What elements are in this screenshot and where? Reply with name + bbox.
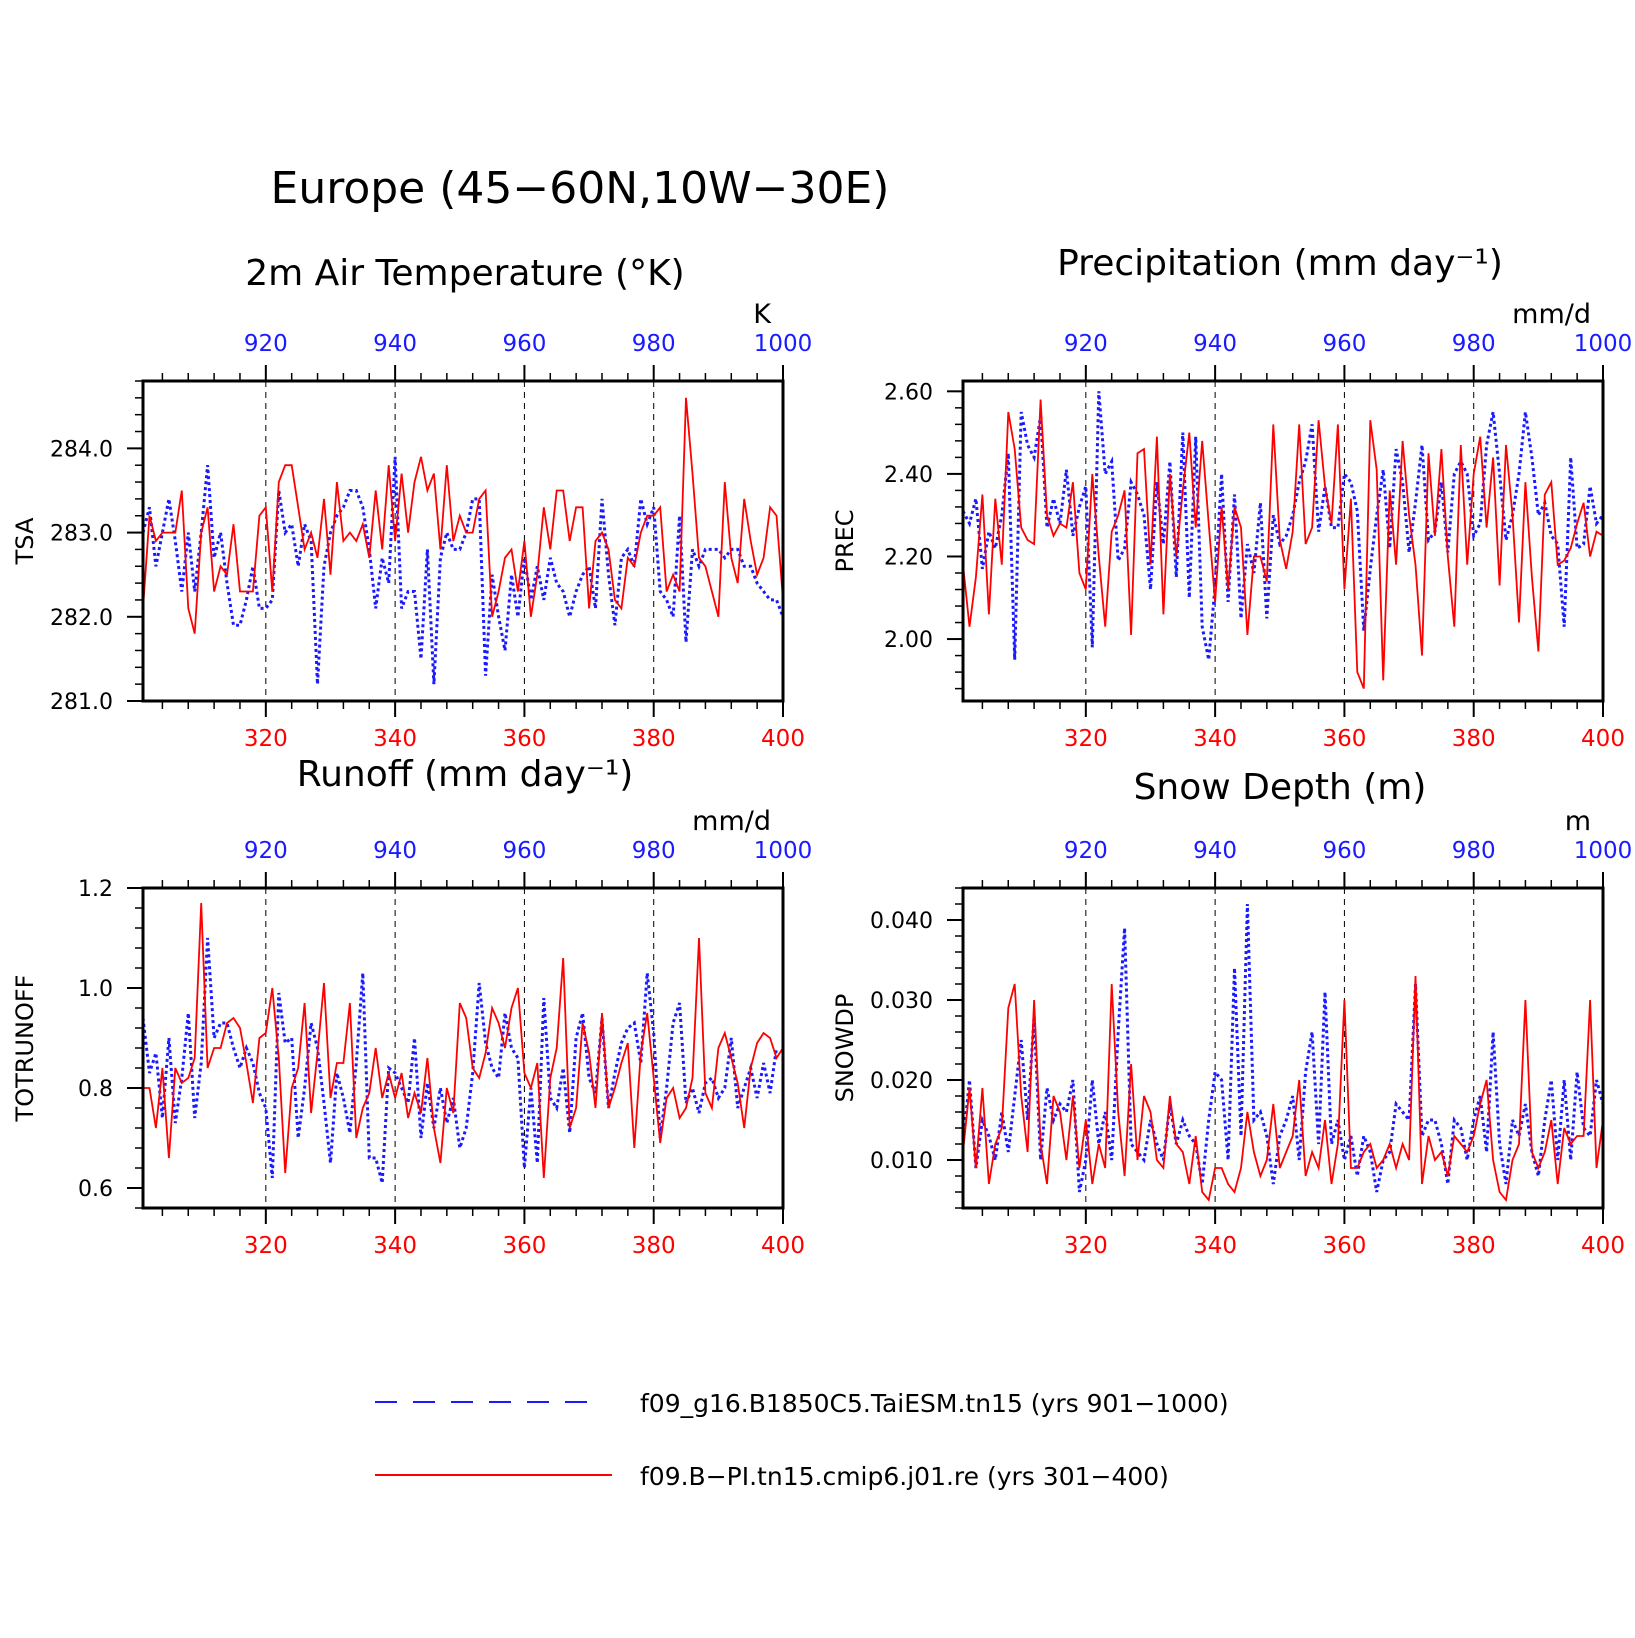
legend-label-series-a: f09_g16.B1850C5.TaiESM.tn15 (yrs 901−100… — [640, 1389, 1229, 1418]
series-line-cmip6 — [143, 902, 784, 1179]
panel-title: 2m Air Temperature (°K) — [245, 253, 684, 294]
units-label: mm/d — [1512, 299, 1591, 330]
y-tick-label: 281.0 — [50, 690, 113, 715]
y-tick-label: 0.020 — [870, 1069, 933, 1094]
y-axis-label: TOTRUNOFF — [11, 975, 39, 1123]
y-tick-label: 0.8 — [78, 1077, 113, 1102]
y-tick-label: 284.0 — [50, 437, 113, 462]
x-bottom-tick-label: 380 — [632, 726, 676, 752]
x-top-tick-label: 920 — [1064, 838, 1108, 864]
y-axis-label: PREC — [831, 509, 859, 572]
panel-title: Precipitation (mm day⁻¹) — [1057, 243, 1503, 284]
x-bottom-tick-label: 340 — [373, 726, 417, 752]
series-line-taiesm — [961, 391, 1605, 660]
x-bottom-tick-label: 360 — [502, 726, 546, 752]
panel-tsa: 2m Air Temperature (°K) 281.0 282.0 283.0 28… — [11, 253, 812, 752]
x-top-tick-label: 960 — [502, 838, 546, 864]
plot-frame — [961, 379, 1605, 703]
x-bottom-tick-label: 320 — [1064, 1233, 1108, 1259]
x-bottom-tick-label: 340 — [1193, 726, 1237, 752]
x-top-tick-label: 940 — [373, 331, 417, 357]
x-bottom-tick-label: 320 — [244, 726, 288, 752]
legend-label-series-b: f09.B−PI.tn15.cmip6.j01.re (yrs 301−400) — [640, 1462, 1169, 1491]
x-bottom-tick-label: 380 — [632, 1233, 676, 1259]
x-top-tick-label: 960 — [1322, 331, 1366, 357]
x-bottom-tick-label: 380 — [1452, 1233, 1496, 1259]
y-tick-label: 2.00 — [884, 628, 933, 653]
panels: 2m Air Temperature (°K) 281.0 282.0 283.0 28… — [11, 243, 1632, 1259]
plot-frame — [141, 886, 785, 1210]
x-top-tick-label: 920 — [244, 331, 288, 357]
x-top-tick-label: 1000 — [1574, 331, 1633, 357]
y-tick-label: 1.0 — [78, 977, 113, 1002]
x-bottom-tick-label: 360 — [502, 1233, 546, 1259]
x-bottom-tick-label: 380 — [1452, 726, 1496, 752]
x-top-tick-label: 980 — [632, 838, 676, 864]
figure-title: Europe (45−60N,10W−30E) — [271, 163, 890, 214]
y-tick-label: 0.030 — [870, 989, 933, 1014]
x-top-tick-label: 960 — [1322, 838, 1366, 864]
series-line-cmip6 — [142, 397, 784, 634]
x-bottom-tick-label: 340 — [1193, 1233, 1237, 1259]
y-axis-label: TSA — [11, 517, 39, 565]
series-line-taiesm — [961, 903, 1605, 1193]
y-tick-label: 0.040 — [870, 909, 933, 934]
panel-title: Snow Depth (m) — [1134, 767, 1427, 808]
x-top-tick-label: 960 — [502, 331, 546, 357]
y-tick-label: 2.20 — [884, 545, 933, 570]
y-tick-label: 0.010 — [870, 1149, 933, 1174]
y-tick-label: 1.2 — [78, 877, 113, 902]
series-line-cmip6 — [962, 975, 1604, 1203]
x-top-tick-label: 1000 — [754, 838, 813, 864]
units-label: K — [753, 299, 772, 330]
x-bottom-tick-label: 320 — [1064, 726, 1108, 752]
y-tick-label: 283.0 — [50, 522, 113, 547]
x-top-tick-label: 940 — [1193, 331, 1237, 357]
x-bottom-tick-label: 400 — [761, 726, 805, 752]
x-bottom-tick-label: 340 — [373, 1233, 417, 1259]
panel-snowdp: Snow Depth (m) 0.010 0.020 0.030 0.040 SNOWDP… — [831, 767, 1632, 1259]
units-label: mm/d — [692, 806, 771, 837]
series-line-cmip6 — [962, 399, 1604, 689]
x-bottom-tick-label: 400 — [1581, 726, 1625, 752]
x-bottom-tick-label: 320 — [244, 1233, 288, 1259]
plot-frame — [141, 379, 785, 703]
x-top-tick-label: 920 — [1064, 331, 1108, 357]
panel-title: Runoff (mm day⁻¹) — [297, 754, 634, 795]
x-top-tick-label: 940 — [1193, 838, 1237, 864]
y-tick-label: 0.6 — [78, 1177, 113, 1202]
x-top-tick-label: 1000 — [754, 331, 813, 357]
x-top-tick-label: 940 — [373, 838, 417, 864]
y-tick-label: 2.40 — [884, 463, 933, 488]
y-tick-label: 282.0 — [50, 606, 113, 631]
series-line-taiesm — [141, 456, 785, 685]
x-top-tick-label: 980 — [1452, 331, 1496, 357]
x-top-tick-label: 1000 — [1574, 838, 1633, 864]
x-bottom-tick-label: 400 — [1581, 1233, 1625, 1259]
panel-prec: Precipitation (mm day⁻¹) 2.00 2.20 2.40 2.60… — [831, 243, 1632, 752]
x-top-tick-label: 980 — [632, 331, 676, 357]
y-tick-label: 2.60 — [884, 380, 933, 405]
y-axis-label: SNOWDP — [831, 994, 859, 1103]
x-top-tick-label: 980 — [1452, 838, 1496, 864]
legend: f09_g16.B1850C5.TaiESM.tn15 (yrs 901−100… — [375, 1389, 1229, 1491]
units-label: m — [1565, 806, 1591, 837]
x-top-tick-label: 920 — [244, 838, 288, 864]
x-bottom-tick-label: 400 — [761, 1233, 805, 1259]
series-line-taiesm — [141, 937, 778, 1184]
x-bottom-tick-label: 360 — [1322, 1233, 1366, 1259]
x-bottom-tick-label: 360 — [1322, 726, 1366, 752]
panel-totrunoff: Runoff (mm day⁻¹) 0.6 0.8 1.0 1.2 TOTRUNOFF 32… — [11, 754, 812, 1259]
